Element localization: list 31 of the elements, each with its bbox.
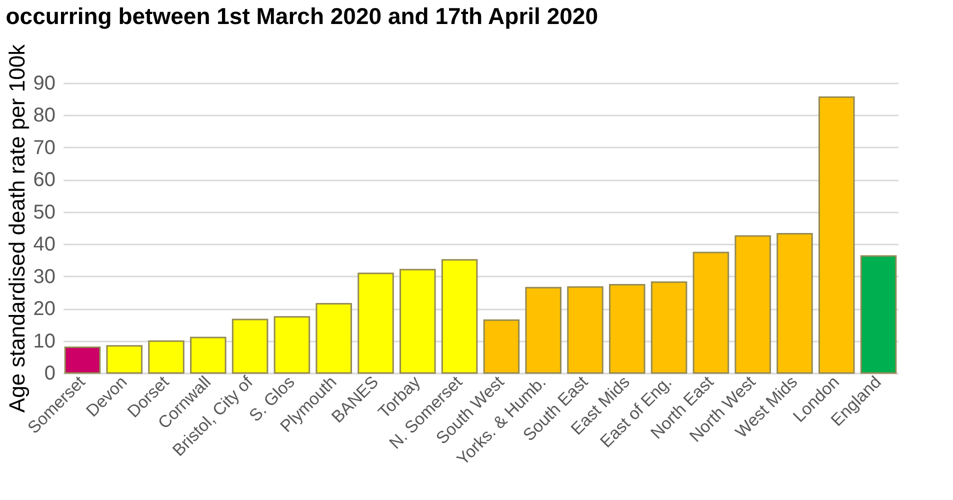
bar <box>358 272 394 374</box>
bar <box>734 235 771 374</box>
bar <box>190 336 226 374</box>
bar <box>776 233 813 374</box>
bar <box>232 318 268 374</box>
bar <box>692 252 730 374</box>
y-tick-label: 80 <box>33 104 56 127</box>
y-tick-label: 10 <box>33 330 56 352</box>
y-axis-title: Age standardised death rate per 100k <box>4 43 30 413</box>
bar <box>483 319 520 374</box>
bar <box>567 286 604 374</box>
bar <box>106 345 143 374</box>
y-tick-label: 60 <box>33 169 56 192</box>
bar <box>860 255 897 374</box>
bar <box>818 96 855 374</box>
bar <box>316 302 352 374</box>
bar <box>650 281 688 374</box>
bar <box>148 340 184 374</box>
bar <box>609 284 646 374</box>
bar <box>274 316 310 374</box>
bar <box>64 346 101 374</box>
bar <box>400 268 436 374</box>
chart-title: occurring between 1st March 2020 and 17th April 2020 <box>6 2 598 29</box>
bar <box>525 286 562 374</box>
y-tick-label: 90 <box>33 72 56 94</box>
y-tick-label: 50 <box>33 201 56 224</box>
y-tick-label: 20 <box>33 298 56 320</box>
y-tick-label: 40 <box>33 234 56 256</box>
y-tick-label: 70 <box>33 136 56 159</box>
bar <box>441 259 478 374</box>
y-tick-label: 30 <box>33 266 56 288</box>
